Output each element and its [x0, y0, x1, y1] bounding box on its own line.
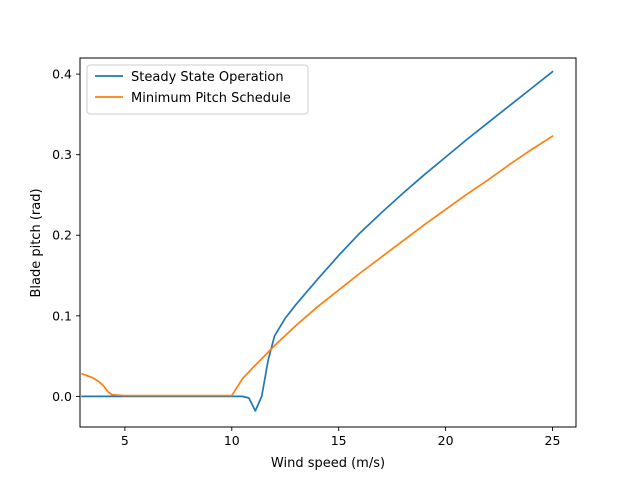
plot-frame	[79, 57, 577, 428]
legend-label-steady-state: Steady State Operation	[131, 70, 284, 85]
x-tick-label: 20	[438, 433, 454, 448]
x-axis-ticks: 5 10 15 20 25	[121, 427, 561, 448]
y-axis-label: Blade pitch (rad)	[29, 188, 44, 297]
x-axis-label: Wind speed (m/s)	[271, 456, 385, 471]
x-tick-label: 5	[121, 433, 129, 448]
x-tick-label: 25	[545, 433, 561, 448]
y-tick-label: 0.4	[52, 67, 72, 82]
legend-label-minimum-pitch: Minimum Pitch Schedule	[131, 91, 291, 106]
y-tick-label: 0.1	[52, 308, 72, 323]
legend-box	[86, 64, 309, 115]
y-tick-label: 0.3	[52, 147, 72, 162]
x-tick-label: 10	[224, 433, 240, 448]
series-line-1	[81, 134, 554, 397]
legend: Steady State Operation Minimum Pitch Sch…	[86, 64, 309, 115]
x-tick-label: 15	[331, 433, 347, 448]
y-axis-ticks: 0.0 0.1 0.2 0.3 0.4	[52, 67, 80, 404]
y-tick-label: 0.2	[52, 228, 72, 243]
y-tick-label: 0.0	[52, 389, 72, 404]
series-lines	[81, 70, 554, 412]
